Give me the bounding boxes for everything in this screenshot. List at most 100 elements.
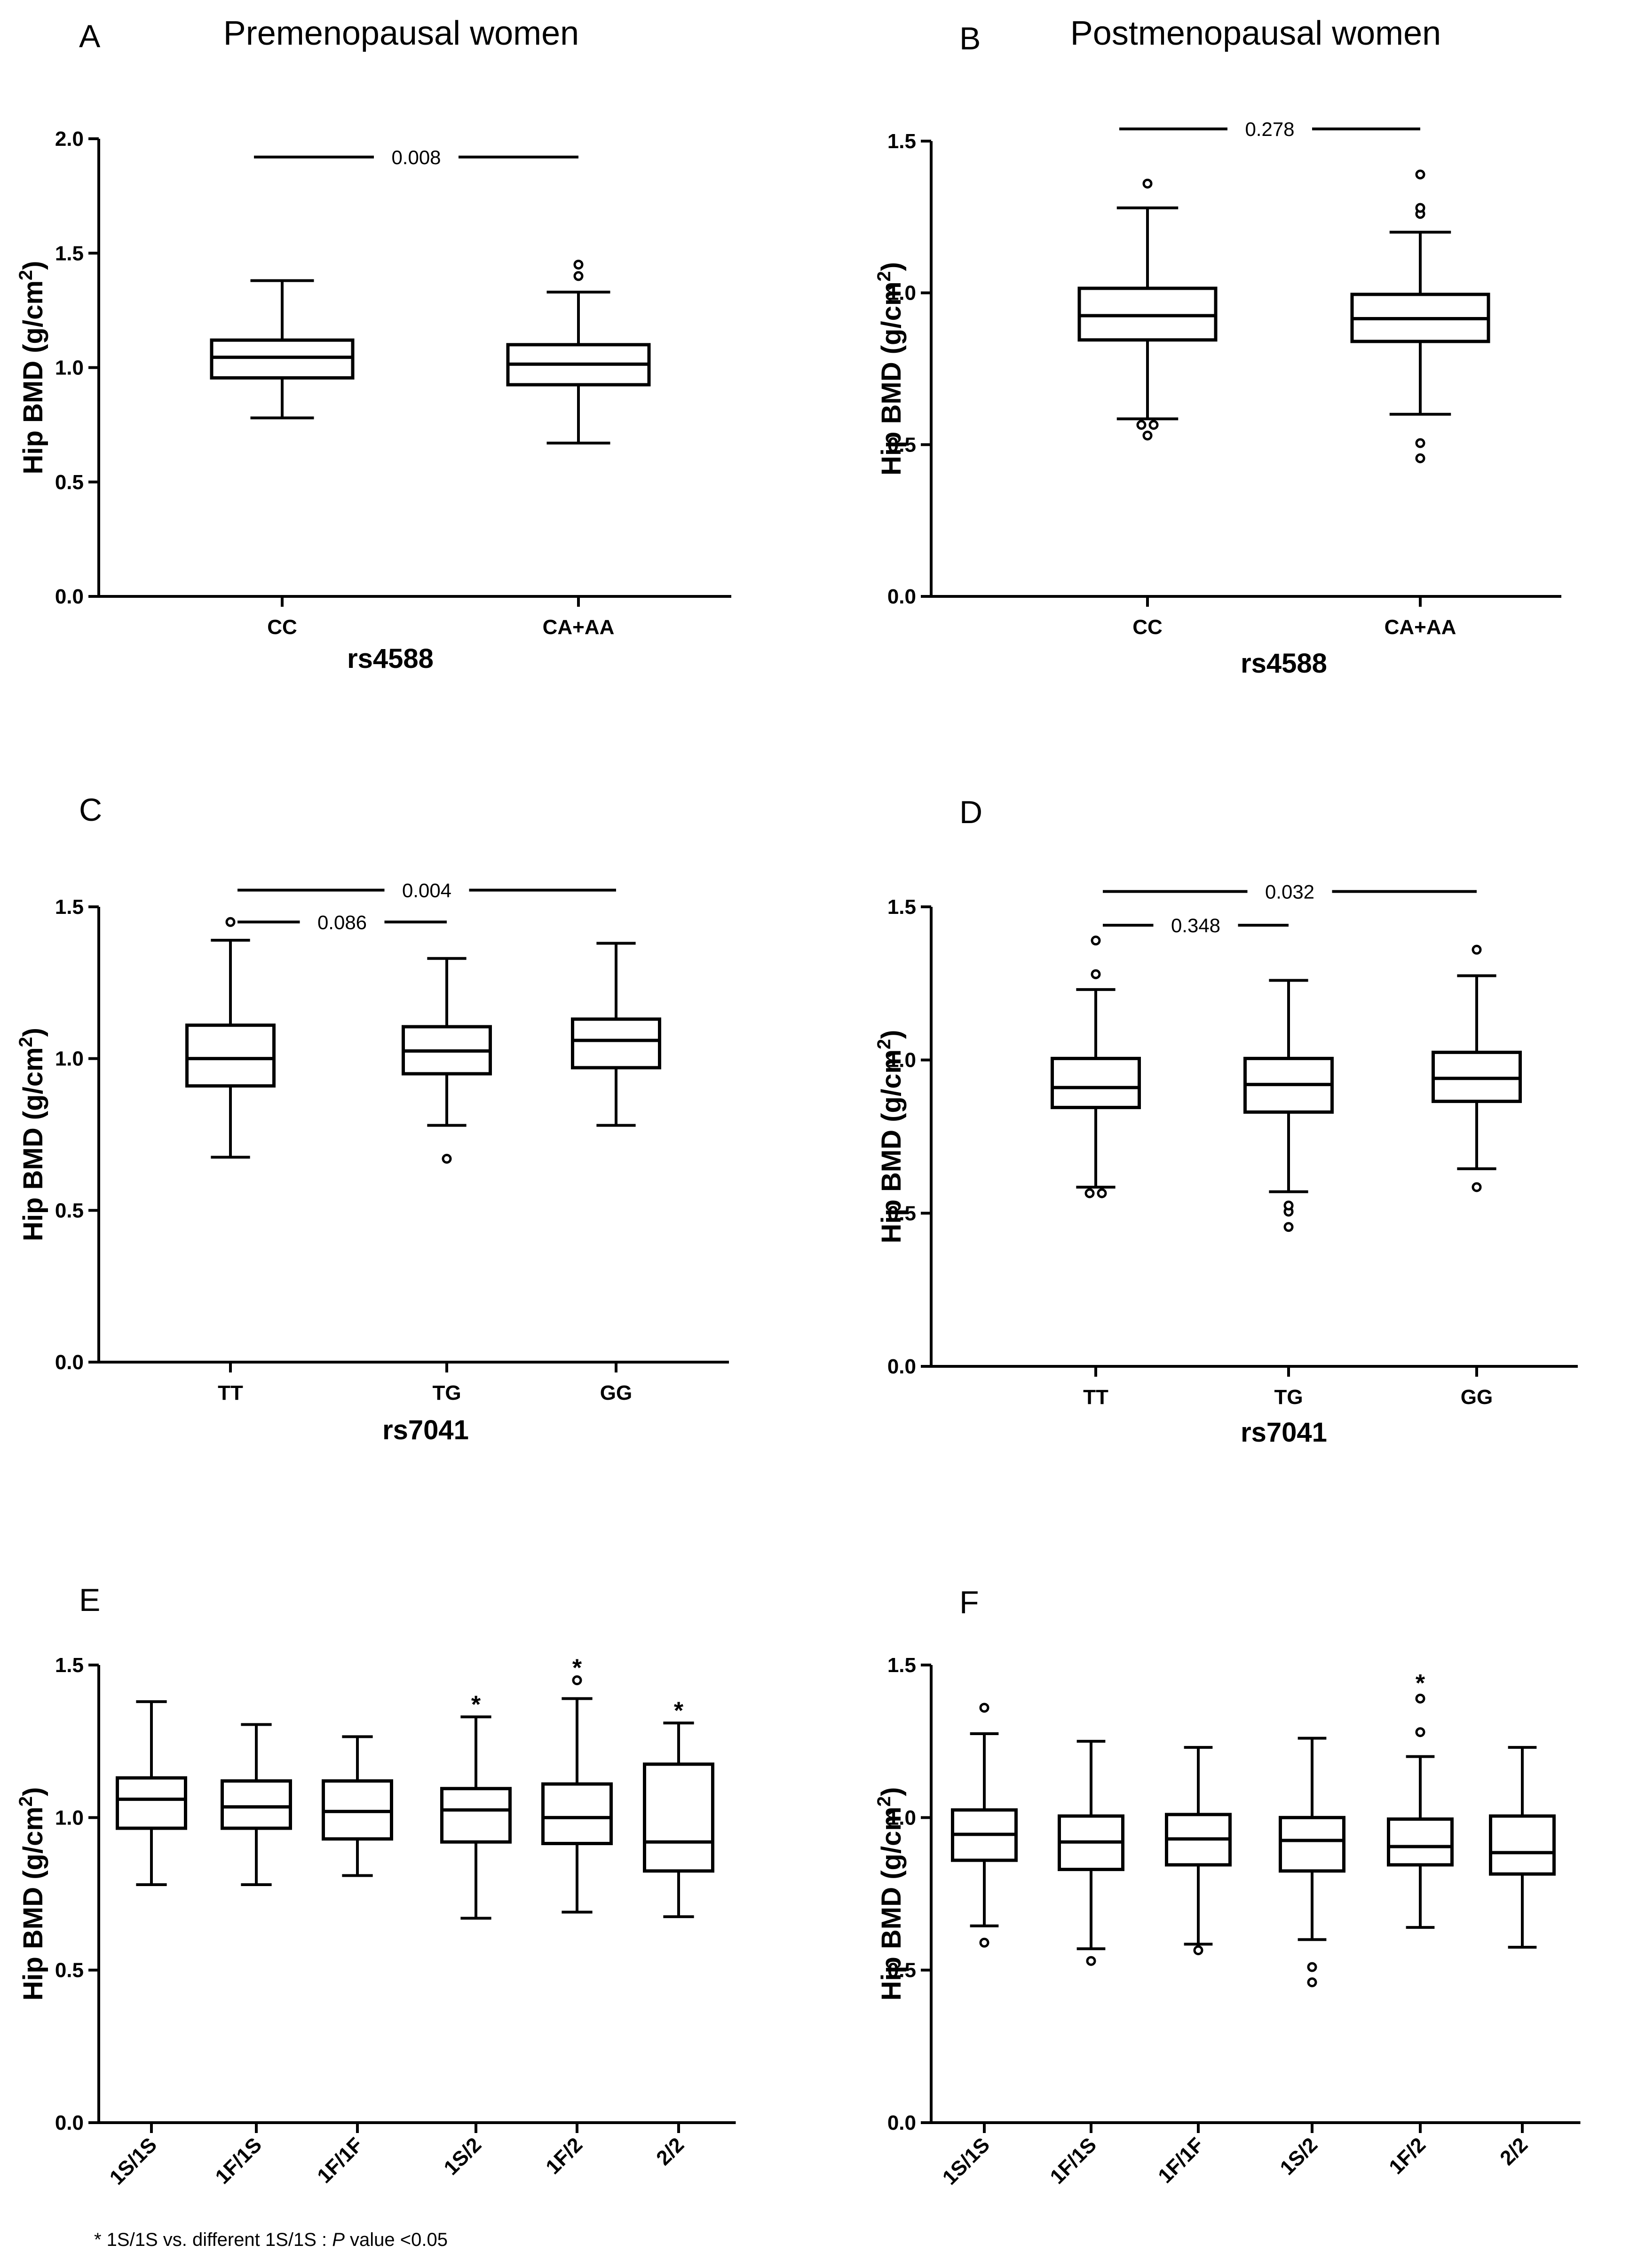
panel-e-xtick-label: 1S/2 [439, 2133, 486, 2180]
panel-a-letter: A [79, 18, 101, 54]
panel-f-outlier [1415, 1693, 1425, 1704]
panel-f-xtick-label: 2/2 [1495, 2133, 1532, 2170]
panel-c-outlier [442, 1154, 452, 1164]
panel-b-outlier [1415, 203, 1425, 213]
panel-c-ytick-label: 0.0 [55, 1351, 84, 1374]
panel-c-pvalue: 0.004 [402, 880, 451, 902]
panel-f-xtick-label: 1S/1S [938, 2133, 994, 2189]
panel-d-box-0 [1051, 1056, 1141, 1110]
panel-b-outlier [1415, 453, 1425, 463]
panel-e-box-4 [541, 1782, 613, 1845]
panel-b-ytick-label: 1.5 [887, 130, 916, 153]
panel-c-xlabel: rs7041 [382, 1415, 469, 1445]
panel-c-xtick-label: TT [218, 1381, 243, 1404]
panel-d-outlier [1472, 1182, 1482, 1192]
panel-e-outlier [572, 1675, 582, 1685]
footnote-prefix: * 1S/1S vs. different 1S/1S : [94, 2229, 332, 2250]
panel-f-xtick-label: 1F/2 [1385, 2133, 1430, 2179]
panel-b-title: Postmenopausal women [1070, 15, 1441, 52]
panel-e-star: * [471, 1691, 481, 1718]
panel-c-outlier [225, 917, 236, 927]
panel-d-pvalue: 0.348 [1171, 914, 1220, 936]
panel-b-xtick-label: CA+AA [1385, 616, 1456, 639]
panel-f-ytick-label: 1.0 [887, 1806, 916, 1829]
footnote: * 1S/1S vs. different 1S/1S : P value <0… [94, 2229, 448, 2251]
panel-e-ytick-label: 1.5 [55, 1654, 84, 1677]
panel-f-outlier [1086, 1956, 1096, 1966]
panel-e-box-3 [440, 1787, 512, 1844]
panel-f-box-4 [1387, 1817, 1454, 1867]
panel-d-outlier [1472, 944, 1482, 955]
panel-e-star: * [674, 1697, 684, 1724]
panel-f-letter: F [959, 1585, 979, 1620]
panel-f-ylabel: Hip BMD (g/cm2) [874, 1787, 907, 2000]
panel-f-outlier [1307, 1962, 1317, 1972]
panel-b-outlier [1415, 438, 1425, 448]
panel-c-pvalue: 0.086 [317, 911, 367, 933]
panel-a-ylabel: Hip BMD (g/cm2) [16, 261, 48, 474]
panel-e-star: * [572, 1655, 582, 1682]
panel-d-outlier [1097, 1188, 1107, 1198]
panel-f-outlier [1307, 1977, 1317, 1988]
panel-c-letter: C [79, 792, 102, 828]
panel-d-outlier [1283, 1222, 1294, 1232]
panel-f-star: * [1416, 1670, 1425, 1697]
panel-f-box-3 [1279, 1816, 1345, 1873]
panel-d-ytick-label: 0.5 [887, 1202, 916, 1225]
panel-e-xtick-label: 1F/1F [313, 2133, 367, 2188]
panel-c-ytick-label: 1.0 [55, 1047, 84, 1071]
panel-b-pvalue: 0.278 [1245, 118, 1294, 140]
panel-c-xtick-label: GG [600, 1381, 632, 1404]
panel-c-box-0 [185, 1023, 276, 1088]
panel-e-ylabel: Hip BMD (g/cm2) [16, 1787, 48, 2000]
panel-f-ytick-label: 1.5 [887, 1654, 916, 1677]
panel-a-outlier [573, 271, 584, 281]
panel-e-xtick-label: 1S/1S [105, 2133, 161, 2189]
footnote-suffix: value <0.05 [344, 2229, 448, 2250]
panel-e-box-5 [643, 1762, 714, 1873]
panel-b-ytick-label: 0.5 [887, 433, 916, 456]
panel-e-ytick-label: 0.0 [55, 2111, 84, 2134]
panel-a-xtick-label: CA+AA [543, 616, 615, 639]
panel-a-title: Premenopausal women [223, 15, 579, 52]
panel-d-outlier [1091, 936, 1101, 946]
panel-c-ytick-label: 0.5 [55, 1199, 84, 1222]
panel-d-xtick-label: TG [1274, 1386, 1303, 1409]
panel-b-outlier [1415, 169, 1425, 180]
panel-b-ytick-label: 1.0 [887, 282, 916, 305]
panel-b-letter: B [959, 21, 981, 56]
panel-a-xlabel: rs4588 [347, 643, 434, 674]
panel-f-xtick-label: 1F/1S [1045, 2133, 1101, 2189]
panel-e-ytick-label: 1.0 [55, 1806, 84, 1829]
panel-f-outlier [1193, 1945, 1203, 1956]
panel-f-xtick-label: 1F/1F [1154, 2133, 1208, 2188]
panel-b-outlier [1148, 420, 1159, 430]
panel-c-ylabel: Hip BMD (g/cm2) [16, 1028, 48, 1241]
panel-e-box-0 [116, 1776, 187, 1830]
footnote-italic: P [332, 2229, 345, 2250]
panel-b-ylabel: Hip BMD (g/cm2) [874, 262, 907, 476]
panel-e-box-1 [221, 1779, 292, 1830]
panel-b-xlabel: rs4588 [1241, 648, 1327, 679]
panel-c-box-2 [571, 1017, 661, 1070]
panel-b-outlier [1142, 430, 1153, 441]
panel-d-ylabel: Hip BMD (g/cm2) [874, 1030, 907, 1243]
panel-b-outlier [1142, 178, 1153, 189]
panel-f-ytick-label: 0.0 [887, 2111, 916, 2134]
panel-a-ytick-label: 1.5 [55, 242, 84, 265]
panel-a-ytick-label: 2.0 [55, 127, 84, 151]
panel-e-xtick-label: 1F/1S [211, 2133, 266, 2189]
panel-d-letter: D [959, 794, 982, 830]
panel-c-ytick-label: 1.5 [55, 896, 84, 919]
panel-d-ytick-label: 1.0 [887, 1049, 916, 1072]
panel-f-xtick-label: 1S/2 [1275, 2133, 1322, 2180]
panel-d-xtick-label: TT [1083, 1386, 1108, 1409]
panel-d-xlabel: rs7041 [1241, 1417, 1327, 1448]
panel-f-outlier [979, 1703, 989, 1713]
panel-a-box-0 [210, 338, 355, 380]
panel-a-ytick-label: 0.5 [55, 471, 84, 494]
panel-a-outlier [573, 260, 584, 270]
panel-c-xtick-label: TG [432, 1381, 461, 1404]
panel-d-outlier [1091, 969, 1101, 979]
